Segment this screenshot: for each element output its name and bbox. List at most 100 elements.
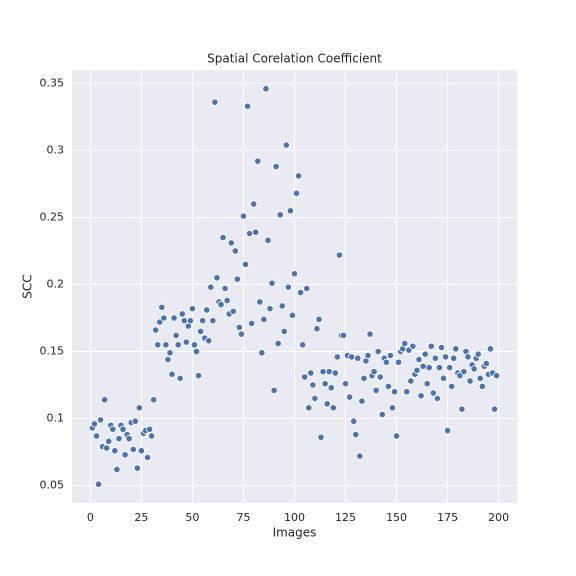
point <box>248 319 256 327</box>
point <box>331 369 339 377</box>
point <box>243 102 252 110</box>
point <box>301 373 309 381</box>
point <box>92 432 101 440</box>
point <box>205 337 213 345</box>
point <box>352 431 360 439</box>
point <box>125 435 133 443</box>
point <box>392 432 401 440</box>
point <box>290 270 299 278</box>
point <box>458 405 466 413</box>
point <box>286 207 295 215</box>
point <box>274 339 282 348</box>
point <box>168 370 176 378</box>
y-tick-label: 0.25 <box>40 210 65 223</box>
point <box>137 447 146 455</box>
x-tick-label: 75 <box>236 511 250 524</box>
point <box>194 372 203 380</box>
point <box>223 296 231 305</box>
point <box>282 141 290 149</box>
point <box>266 305 274 313</box>
point <box>470 365 478 373</box>
point <box>341 380 350 388</box>
point <box>264 236 272 244</box>
point <box>452 345 460 353</box>
point <box>425 364 433 372</box>
point <box>209 317 217 325</box>
point <box>258 349 266 357</box>
point <box>143 453 152 462</box>
point <box>450 354 458 362</box>
point <box>256 298 264 306</box>
point <box>90 420 99 428</box>
point <box>309 381 317 389</box>
point <box>460 368 468 376</box>
point <box>292 189 301 197</box>
point <box>178 310 186 318</box>
point <box>325 368 333 376</box>
point <box>135 404 143 412</box>
point <box>305 404 313 412</box>
point <box>323 400 331 408</box>
point <box>317 433 325 441</box>
point <box>437 343 446 352</box>
point <box>374 347 382 356</box>
point <box>433 394 441 403</box>
point <box>111 447 119 455</box>
point <box>162 341 170 349</box>
point <box>390 388 399 396</box>
point <box>466 377 474 385</box>
point <box>427 342 435 350</box>
x-tick-label: 175 <box>437 511 458 524</box>
y-axis-label: SCC <box>21 274 35 298</box>
point <box>429 389 437 397</box>
point <box>94 480 103 488</box>
point <box>129 445 137 453</box>
point <box>307 369 315 377</box>
point <box>297 288 305 297</box>
point <box>476 374 484 382</box>
point <box>321 380 329 388</box>
point <box>186 317 194 325</box>
point <box>217 300 225 309</box>
point <box>241 260 250 268</box>
point <box>486 345 495 353</box>
x-tick-label: 200 <box>488 511 509 524</box>
point <box>148 432 156 440</box>
point <box>421 350 429 358</box>
point <box>319 368 327 376</box>
point <box>280 327 288 336</box>
point <box>370 368 378 376</box>
point <box>407 377 415 385</box>
point <box>439 374 448 382</box>
point <box>366 330 374 338</box>
point <box>356 452 364 460</box>
point <box>360 374 368 382</box>
point <box>213 274 221 282</box>
point <box>192 347 201 356</box>
point <box>172 331 180 340</box>
point <box>482 359 490 368</box>
point <box>327 384 335 392</box>
point <box>188 305 197 313</box>
point <box>268 279 276 287</box>
point <box>164 355 172 364</box>
point <box>131 417 139 425</box>
point <box>490 405 499 413</box>
point <box>435 364 444 372</box>
point <box>417 392 425 400</box>
point <box>278 302 286 310</box>
point <box>235 323 243 331</box>
point <box>446 364 454 372</box>
x-tick-label: 0 <box>87 511 94 524</box>
point <box>401 339 409 348</box>
point <box>350 417 358 425</box>
point <box>474 350 482 358</box>
point <box>180 317 188 325</box>
point <box>423 380 431 388</box>
point <box>448 382 456 390</box>
point <box>133 464 141 472</box>
point <box>203 306 211 314</box>
y-tick-label: 0.3 <box>47 143 65 156</box>
point <box>166 349 174 357</box>
